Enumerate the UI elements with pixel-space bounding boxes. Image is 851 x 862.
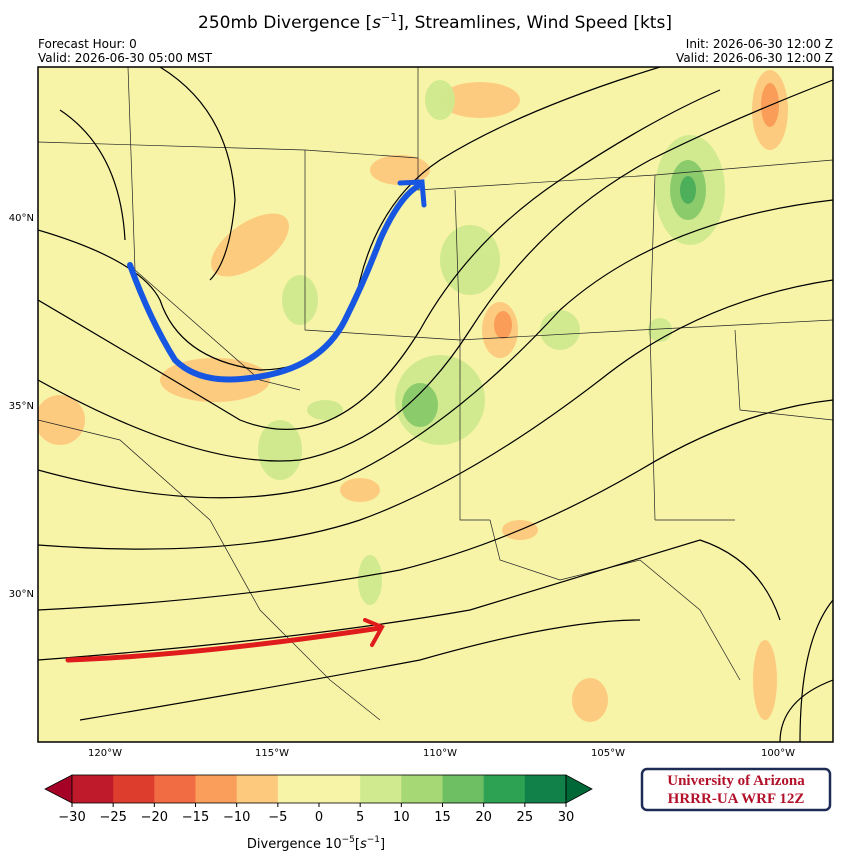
logo-line2: HRRR-UA WRF 12Z [668,791,805,807]
colorbar-label-text: Divergence 10 [247,837,342,852]
lon-label: 105°W [591,748,625,759]
colorbar-label-unit: s [360,837,367,852]
logo-line1: University of Arizona [667,773,805,789]
lat-label: 30°N [9,589,34,600]
colorbar-extend-high [565,774,593,804]
colorbar-segment [113,775,155,803]
colorbar-segment [442,775,485,803]
colorbar-segment [195,775,238,803]
init-time: Init: 2026-06-30 12:00 Z [686,37,833,51]
colorbar-segment [401,775,443,803]
colorbar-label-unit-exponent: −1 [367,835,380,845]
colorbar: −30 −25 −20 −15 −10 −5 0 5 10 15 20 25 30 [44,774,593,825]
colorbar-tick-label: −30 [58,810,85,825]
valid-local: Valid: 2026-06-30 05:00 MST [38,51,213,65]
colorbar-segment [154,775,196,803]
lon-label: 115°W [255,748,289,759]
colorbar-tick-label: −10 [223,810,250,825]
lon-label: 100°W [761,748,795,759]
colorbar-label-open: [ [355,837,360,852]
colorbar-tick-label: −5 [268,810,287,825]
colorbar-segment [319,775,361,803]
title-exponent: −1 [381,11,397,24]
colorbar-segment [236,775,279,803]
map-frame [37,66,834,743]
lon-label: 120°W [88,748,122,759]
colorbar-tick-label: −15 [182,810,209,825]
colorbar-label-exponent: −5 [342,835,355,845]
lon-label: 110°W [423,748,457,759]
colorbar-label-close: ] [380,837,385,852]
colorbar-segment [72,775,114,803]
title-unit: s [372,13,381,33]
valid-utc: Valid: 2026-06-30 12:00 Z [676,51,833,65]
title: 250mb Divergence [s−1], Streamlines, Win… [198,11,672,33]
colorbar-tick-label: 5 [356,810,364,825]
title-suffix: ], Streamlines, Wind Speed [kts] [397,13,672,33]
lat-label: 40°N [9,213,34,224]
colorbar-tick-label: −25 [99,810,126,825]
colorbar-tick-label: 10 [393,810,410,825]
map-field [38,67,833,742]
colorbar-segment [360,775,402,803]
colorbar-tick-label: 30 [558,810,575,825]
colorbar-tick-label: 0 [315,810,323,825]
colorbar-extend-low [44,774,73,804]
colorbar-tick-label: −20 [141,810,168,825]
title-text: 250mb Divergence [ [198,13,372,33]
colorbar-segment [277,775,320,803]
colorbar-label: Divergence 10−5[s−1] [247,835,385,852]
logo-box [640,767,832,812]
colorbar-tick-label: 15 [434,810,451,825]
colorbar-tick-label: 25 [517,810,534,825]
lat-label: 35°N [9,401,34,412]
colorbar-tick-label: 20 [475,810,492,825]
forecast-hour: Forecast Hour: 0 [38,37,137,51]
colorbar-segment [524,775,567,803]
colorbar-segment [483,775,526,803]
